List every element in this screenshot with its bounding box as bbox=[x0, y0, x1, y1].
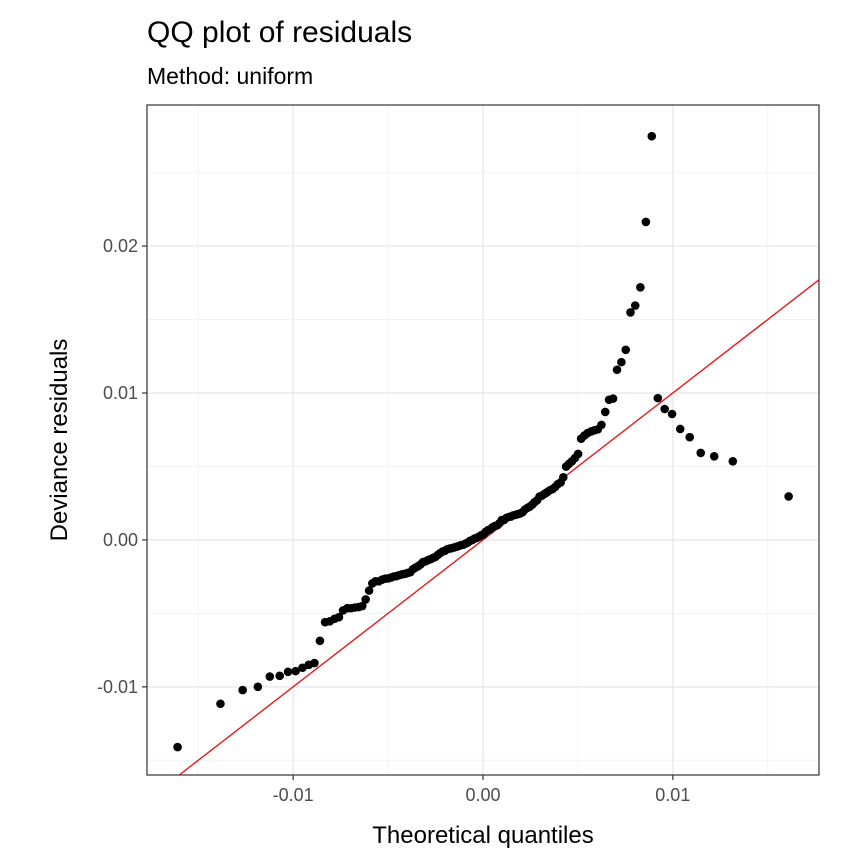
data-point bbox=[647, 131, 657, 141]
data-point bbox=[173, 742, 182, 752]
data-point bbox=[626, 308, 635, 317]
major-gridlines bbox=[147, 105, 819, 775]
data-point bbox=[597, 420, 606, 430]
data-point bbox=[265, 672, 275, 681]
data-point bbox=[291, 666, 300, 676]
y-axis-title: Deviance residuals bbox=[46, 339, 73, 542]
y-tick-label: 0.00 bbox=[103, 530, 138, 550]
x-axis-ticks: -0.01 0.00 0.01 bbox=[273, 775, 690, 805]
data-point bbox=[315, 636, 325, 646]
data-point bbox=[784, 492, 793, 501]
data-point bbox=[334, 612, 344, 622]
data-point bbox=[653, 393, 663, 403]
x-tick-label: -0.01 bbox=[273, 785, 314, 805]
data-point bbox=[573, 449, 583, 459]
data-point bbox=[709, 452, 719, 461]
data-point bbox=[238, 685, 247, 695]
y-axis-ticks: -0.01 0.00 0.01 0.02 bbox=[97, 236, 147, 697]
data-point bbox=[641, 217, 651, 227]
points-layer bbox=[173, 131, 793, 752]
data-point bbox=[675, 424, 685, 434]
data-point bbox=[357, 601, 367, 611]
x-tick-label: 0.01 bbox=[655, 785, 690, 805]
chart-title: QQ plot of residuals bbox=[147, 16, 412, 49]
data-point bbox=[275, 671, 284, 681]
data-point bbox=[630, 301, 640, 310]
data-point bbox=[600, 407, 610, 417]
data-point bbox=[621, 345, 631, 355]
y-tick-label: 0.02 bbox=[103, 236, 138, 256]
data-point bbox=[558, 473, 568, 482]
x-axis-title: Theoretical quantiles bbox=[372, 822, 593, 849]
data-point bbox=[667, 409, 677, 419]
data-point bbox=[617, 357, 626, 367]
data-point bbox=[253, 682, 263, 692]
data-point bbox=[283, 667, 293, 677]
data-point bbox=[310, 658, 319, 668]
y-tick-label: -0.01 bbox=[97, 677, 138, 697]
x-tick-label: 0.00 bbox=[465, 785, 500, 805]
y-tick-label: 0.01 bbox=[103, 383, 138, 403]
data-point bbox=[612, 365, 622, 375]
data-point bbox=[685, 432, 695, 442]
data-point bbox=[216, 699, 225, 709]
data-point bbox=[728, 457, 738, 466]
data-point bbox=[364, 586, 374, 595]
chart-subtitle: Method: uniform bbox=[147, 63, 313, 89]
data-point bbox=[660, 404, 669, 414]
data-point bbox=[696, 448, 706, 458]
data-point bbox=[608, 394, 618, 403]
data-point bbox=[636, 283, 645, 292]
data-point bbox=[361, 595, 370, 604]
